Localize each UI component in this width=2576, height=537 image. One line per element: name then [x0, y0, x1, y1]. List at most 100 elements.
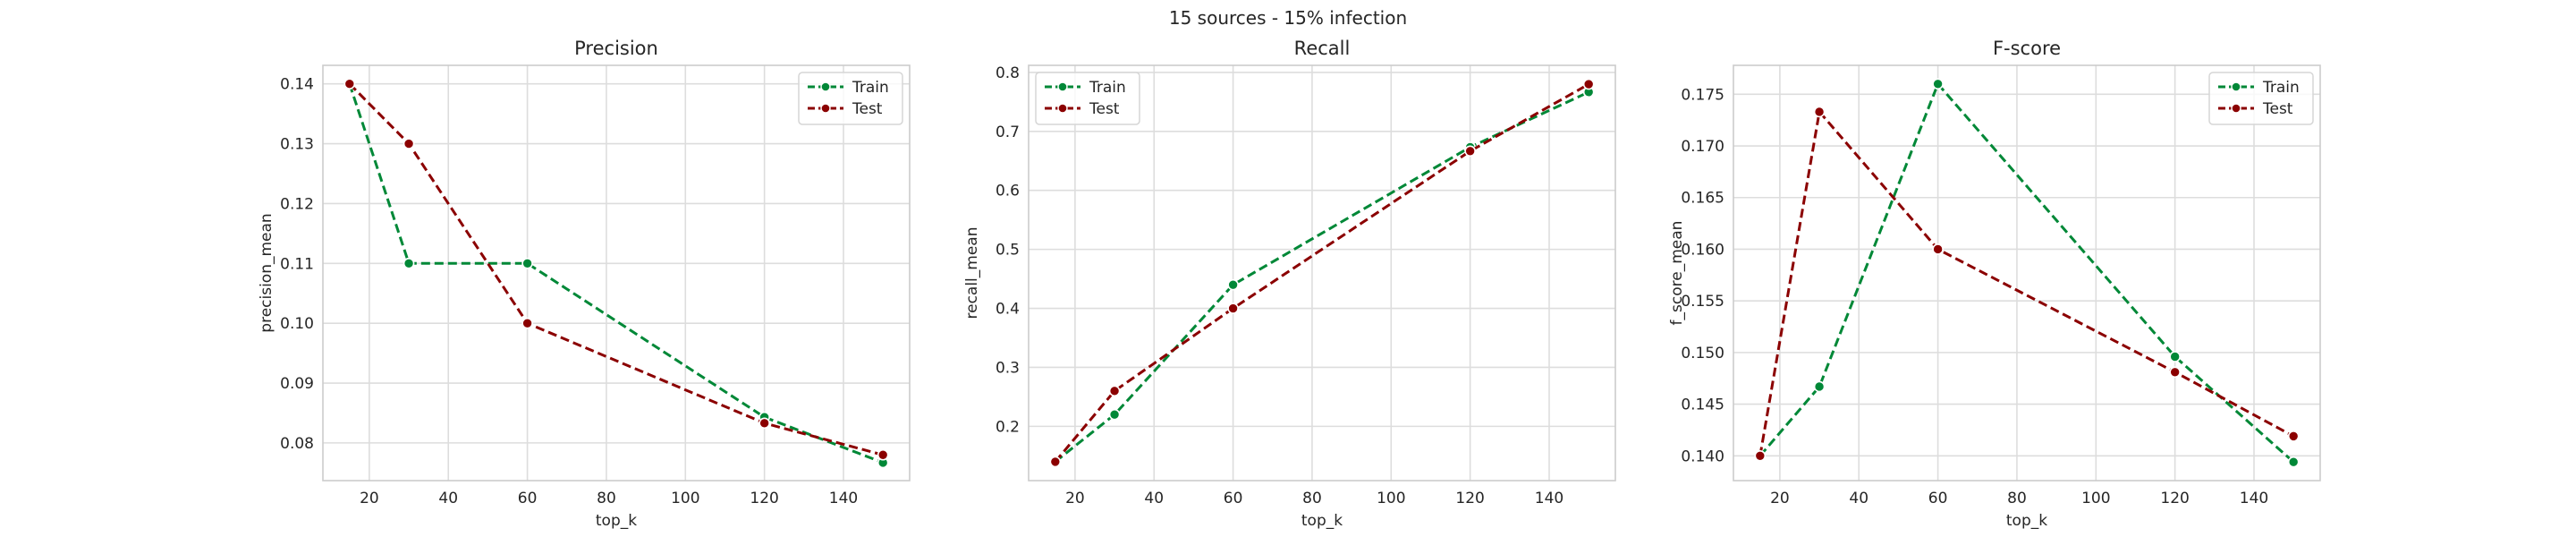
y-axis-label: precision_mean [258, 213, 275, 332]
legend-marker [2231, 103, 2241, 114]
data-point [2287, 456, 2300, 468]
data-point [1108, 408, 1121, 421]
data-point [1582, 78, 1595, 90]
data-point [1754, 449, 1767, 462]
x-axis-label: top_k [1301, 512, 1343, 530]
y-tick-label: 0.14 [280, 76, 314, 94]
data-point [2169, 366, 2181, 379]
legend-label: Test [852, 100, 883, 118]
y-tick-label: 0.140 [1681, 448, 1724, 465]
data-point [1464, 145, 1476, 158]
x-tick-label: 100 [2081, 490, 2110, 507]
y-tick-label: 0.155 [1681, 293, 1724, 311]
series-test [1754, 106, 2300, 462]
data-point [1932, 78, 1944, 90]
subplot-title: F-score [1993, 38, 2061, 59]
x-tick-label: 80 [2007, 490, 2027, 507]
x-tick-label: 20 [1770, 490, 1790, 507]
legend-marker [820, 103, 831, 114]
axes-frame [322, 64, 911, 482]
series-train [1754, 78, 2300, 468]
data-point [1108, 385, 1121, 397]
x-tick-label: 120 [2160, 490, 2189, 507]
x-tick-label: 140 [1535, 490, 1563, 507]
series-line-test [348, 82, 884, 456]
y-axis-label: recall_mean [963, 227, 981, 320]
x-tick-label: 20 [1065, 490, 1085, 507]
series-line-train [1054, 90, 1589, 464]
data-point [2287, 430, 2300, 442]
legend-label: Test [1089, 100, 1120, 118]
y-tick-label: 0.2 [996, 418, 1020, 436]
x-tick-label: 40 [1849, 490, 1868, 507]
x-tick-label: 40 [1144, 490, 1164, 507]
axes-frame [1733, 64, 2321, 482]
data-point [343, 78, 356, 90]
y-tick-label: 0.7 [996, 124, 1020, 141]
series-test [343, 78, 889, 461]
y-tick-label: 0.150 [1681, 345, 1724, 362]
x-tick-label: 140 [829, 490, 858, 507]
x-tick-label: 20 [360, 490, 379, 507]
y-tick-label: 0.8 [996, 64, 1020, 82]
y-tick-label: 0.13 [280, 136, 314, 154]
subplot-title: Recall [1294, 38, 1351, 59]
legend-label: Test [2262, 100, 2293, 118]
y-tick-label: 0.5 [996, 242, 1020, 260]
legend-label: Train [2262, 79, 2300, 97]
y-tick-label: 0.160 [1681, 241, 1724, 259]
y-tick-label: 0.10 [280, 315, 314, 333]
legend: Train Test [798, 72, 903, 125]
x-tick-label: 80 [597, 490, 616, 507]
figure-suptitle: 15 sources - 15% infection [1169, 7, 1407, 29]
x-tick-label: 120 [1455, 490, 1484, 507]
x-tick-label: 40 [438, 490, 458, 507]
legend-marker [1057, 103, 1068, 114]
subplots: 20 40 60 80 100 120 140 0.08 0.09 0.10 0.11 0.12 0.1… [258, 38, 2321, 530]
x-axis-label: top_k [596, 512, 637, 530]
data-point [1227, 303, 1239, 314]
x-tick-label: 120 [750, 490, 778, 507]
x-tick-label: 60 [1224, 490, 1243, 507]
y-tick-label: 0.170 [1681, 138, 1724, 156]
y-tick-label: 0.3 [996, 359, 1020, 377]
y-tick-label: 0.6 [996, 183, 1020, 200]
legend-marker [2231, 81, 2241, 92]
y-tick-label: 0.145 [1681, 396, 1724, 414]
legend: Train Test [1035, 72, 1140, 125]
grid [1733, 65, 2320, 481]
data-point [877, 448, 889, 461]
y-axis-label: f_score_mean [1668, 221, 1686, 326]
x-tick-label: 140 [2240, 490, 2268, 507]
data-point [1932, 243, 1944, 255]
data-point [402, 258, 415, 269]
data-point [521, 317, 533, 329]
data-point [1813, 380, 1826, 393]
x-tick-label: 60 [1928, 490, 1948, 507]
series-test [1049, 78, 1595, 468]
y-tick-label: 0.08 [280, 435, 314, 453]
data-point [758, 417, 770, 430]
subplot-recall: 20 40 60 80 100 120 140 0.2 0.3 0.4 0.5 0.6 0.7 0.8 Re… [963, 38, 1616, 530]
data-point [2169, 351, 2181, 362]
axes-frame [1028, 64, 1616, 482]
legend: Train Test [2208, 72, 2314, 125]
legend-label: Train [852, 79, 889, 97]
x-tick-label: 60 [518, 490, 538, 507]
legend-marker [1057, 81, 1068, 92]
data-point [521, 258, 533, 269]
legend-label: Train [1089, 79, 1126, 97]
y-tick-label: 0.12 [280, 195, 314, 213]
y-tick-label: 0.165 [1681, 190, 1724, 208]
x-axis-label: top_k [2006, 512, 2047, 530]
x-tick-label: 100 [671, 490, 699, 507]
series-line-test [1054, 82, 1589, 463]
data-point [1813, 106, 1826, 118]
subplot-title: Precision [574, 38, 658, 59]
legend-marker [820, 81, 831, 92]
data-point [1227, 278, 1239, 291]
y-tick-label: 0.09 [280, 375, 314, 393]
series-line-train [348, 83, 884, 465]
grid [323, 65, 910, 481]
